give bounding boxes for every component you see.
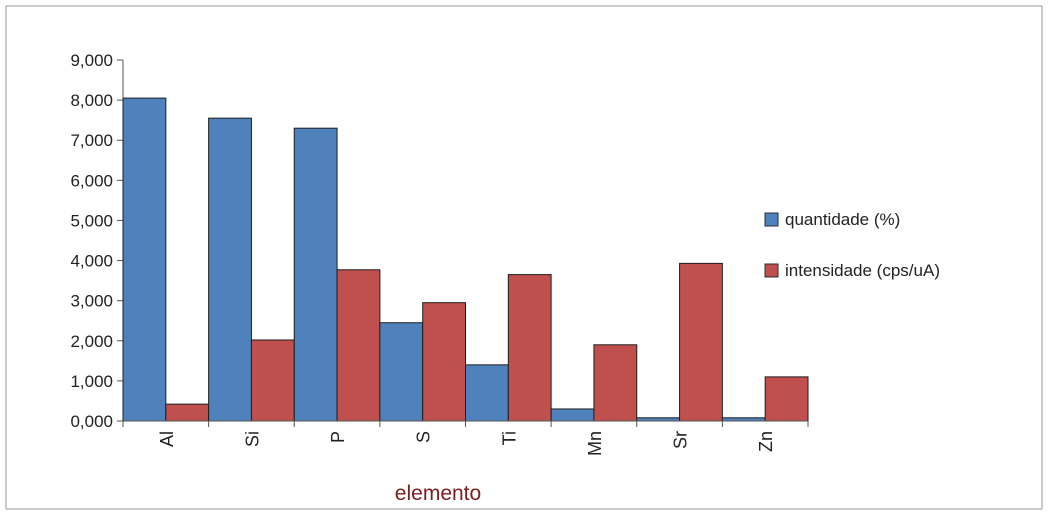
y-tick-label: 0,000 (70, 412, 113, 431)
bars (122, 97, 809, 422)
y-tick-label: 6,000 (70, 171, 113, 190)
y-tick-label: 9,000 (70, 51, 113, 70)
y-tick-label: 8,000 (70, 91, 113, 110)
x-tick-label-sr: Sr (671, 431, 691, 449)
bar-quantidade-ti (465, 364, 509, 422)
bar-quantidade-s (379, 322, 424, 422)
x-axis: Al Si P S Ti Mn Sr Zn (122, 420, 809, 456)
bar-intensidade-si (250, 339, 295, 422)
bar-quantidade-p (293, 127, 338, 422)
bar-intensidade-zn (764, 376, 809, 422)
legend-label-quantidade: quantidade (%) (785, 210, 900, 229)
y-tick-label: 1,000 (70, 372, 113, 391)
bar-intensidade-p (336, 269, 381, 422)
legend-swatch-quantidade (764, 212, 779, 227)
bar-intensidade-mn (593, 344, 638, 422)
bar-quantidade-mn (550, 408, 595, 422)
chart-border (5, 5, 1043, 510)
bar-quantidade-si (208, 117, 252, 422)
y-tick-label: 5,000 (70, 211, 113, 230)
bar-intensidade-sr (679, 262, 723, 422)
x-tick-label-al: Al (157, 431, 177, 447)
x-axis-title: elemento (395, 482, 481, 505)
legend-label-intensidade: intensidade (cps/uA) (785, 261, 940, 280)
y-tick-label: 7,000 (70, 131, 113, 150)
x-tick-label-zn: Zn (756, 431, 776, 452)
y-tick-label: 4,000 (70, 252, 113, 271)
bar-quantidade-al (122, 97, 167, 422)
legend-swatch-intensidade (764, 263, 779, 278)
y-tick-label: 2,000 (70, 332, 113, 351)
x-tick-label-mn: Mn (585, 431, 605, 456)
x-tick-label-p: P (328, 431, 348, 443)
y-tick-label: 3,000 (70, 292, 113, 311)
bar-intensidade-al (165, 403, 210, 422)
x-tick-label-s: S (414, 431, 434, 443)
x-tick-label-ti: Ti (499, 431, 519, 445)
x-tick-label-si: Si (242, 431, 262, 447)
legend: quantidade (%) intensidade (cps/uA) (764, 210, 940, 280)
bar-intensidade-ti (507, 274, 552, 422)
bar-intensidade-s (422, 302, 466, 422)
